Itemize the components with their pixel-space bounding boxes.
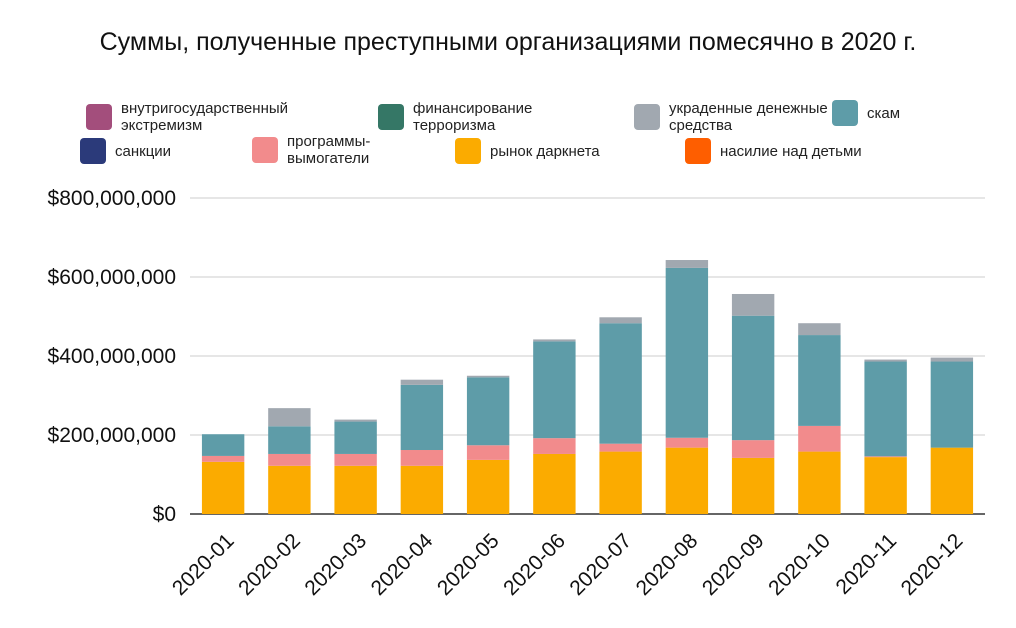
bar-segment[interactable] xyxy=(268,453,311,466)
x-tick-label: 2020-06 xyxy=(499,529,570,600)
bar-segment[interactable] xyxy=(400,379,444,385)
legend-swatch xyxy=(252,137,278,163)
bar-segment[interactable] xyxy=(930,361,974,448)
bar-segment[interactable] xyxy=(731,457,775,514)
legend-swatch xyxy=(378,104,404,130)
legend-item-child-abuse[interactable]: насилие над детьми xyxy=(685,138,862,164)
bar-segment[interactable] xyxy=(268,408,311,427)
x-tick-label: 2020-10 xyxy=(764,529,835,600)
y-tick-label: $800,000,000 xyxy=(48,187,176,210)
bar-segment[interactable] xyxy=(533,453,576,514)
legend-item-terrorism-financing[interactable]: финансирование терроризма xyxy=(378,100,563,134)
bar-segment[interactable] xyxy=(466,375,510,378)
bar-segment[interactable] xyxy=(798,323,841,336)
x-tick-label: 2020-12 xyxy=(897,529,968,600)
y-tick-label: $400,000,000 xyxy=(48,345,176,368)
legend-label: программы-вымогатели xyxy=(287,133,371,167)
bar-segment[interactable] xyxy=(798,335,841,426)
bar-segment[interactable] xyxy=(201,461,245,514)
bar-segment[interactable] xyxy=(400,384,444,451)
bar-segment[interactable] xyxy=(599,323,642,444)
legend-swatch xyxy=(86,104,112,130)
chart-title: Суммы, полученные преступными организаци… xyxy=(99,28,917,56)
x-tick-label: 2020-05 xyxy=(433,529,504,600)
legend-label: внутригосударственный экстремизм xyxy=(121,100,289,134)
bar-segment[interactable] xyxy=(533,339,576,342)
legend-item-domestic-extremism[interactable]: внутригосударственный экстремизм xyxy=(86,100,321,134)
legend-label: украденные денежные средства xyxy=(669,100,828,134)
legend-swatch xyxy=(455,138,481,164)
bar-segment[interactable] xyxy=(268,465,311,514)
bar-segment[interactable] xyxy=(201,455,245,462)
bar-segment[interactable] xyxy=(466,445,510,460)
y-tick-label: $0 xyxy=(153,503,176,526)
bar-segment[interactable] xyxy=(466,377,510,446)
legend-label: санкции xyxy=(115,142,172,160)
bar-segment[interactable] xyxy=(665,260,709,268)
bar-segment[interactable] xyxy=(665,437,709,448)
bar-segment[interactable] xyxy=(334,421,377,454)
bar-segment[interactable] xyxy=(864,456,907,458)
legend-label: финансирование терроризма xyxy=(413,100,533,134)
bar-segment[interactable] xyxy=(334,465,377,514)
x-tick-label: 2020-02 xyxy=(234,529,305,600)
legend-swatch xyxy=(634,104,660,130)
legend-label: рынок даркнета xyxy=(490,142,600,160)
bar-segment[interactable] xyxy=(599,443,642,452)
bar-segment[interactable] xyxy=(201,434,245,456)
gridlines xyxy=(190,197,985,515)
bar-segment[interactable] xyxy=(400,465,444,514)
bar-segment[interactable] xyxy=(798,451,841,514)
bar-segment[interactable] xyxy=(599,451,642,514)
legend-item-ransomware[interactable]: программы-вымогатели xyxy=(252,133,387,167)
bar-segment[interactable] xyxy=(268,426,311,454)
bar-segment[interactable] xyxy=(930,357,974,362)
legend-label: насилие над детьми xyxy=(720,142,862,160)
legend-swatch xyxy=(685,138,711,164)
bar-segment[interactable] xyxy=(466,459,510,514)
bar-segment[interactable] xyxy=(665,447,709,514)
bar-segment[interactable] xyxy=(864,359,907,362)
bar-segment[interactable] xyxy=(599,317,642,324)
y-tick-label: $200,000,000 xyxy=(48,424,176,447)
x-tick-label: 2020-04 xyxy=(367,529,438,600)
bar-segment[interactable] xyxy=(400,450,444,466)
legend-swatch xyxy=(832,100,858,126)
bar-segment[interactable] xyxy=(731,440,775,458)
bar-segment[interactable] xyxy=(665,267,709,438)
legend-item-darknet-market[interactable]: рынок даркнета xyxy=(455,138,600,164)
bar-segment[interactable] xyxy=(533,438,576,454)
y-axis-ticks: $0 $200,000,000 $400,000,000 $600,000,000 $8… xyxy=(48,187,176,526)
bar-segment[interactable] xyxy=(731,293,775,316)
legend-item-stolen-funds[interactable]: украденные денежные средства xyxy=(634,100,849,134)
bar-segment[interactable] xyxy=(533,341,576,439)
bar-segment[interactable] xyxy=(930,447,974,514)
bar-segment[interactable] xyxy=(798,425,841,452)
bar-segment[interactable] xyxy=(864,361,907,457)
x-tick-label: 2020-08 xyxy=(632,529,703,600)
x-tick-label: 2020-09 xyxy=(698,529,769,600)
x-axis-ticks: 2020-012020-022020-032020-042020-052020-… xyxy=(168,529,968,600)
y-tick-label: $600,000,000 xyxy=(48,266,176,289)
x-tick-label: 2020-11 xyxy=(831,529,901,599)
bar-segment[interactable] xyxy=(334,419,377,422)
x-tick-label: 2020-07 xyxy=(565,529,636,600)
x-tick-label: 2020-01 xyxy=(168,529,239,600)
x-tick-label: 2020-03 xyxy=(300,529,371,600)
bar-segment[interactable] xyxy=(731,315,775,441)
bar-segment[interactable] xyxy=(864,457,907,514)
legend-item-scam[interactable]: скам xyxy=(832,100,900,126)
legend-label: скам xyxy=(867,104,901,122)
legend-item-sanctions[interactable]: санкции xyxy=(80,138,171,164)
bars xyxy=(201,260,974,514)
bar-segment[interactable] xyxy=(334,453,377,466)
legend-swatch xyxy=(80,138,106,164)
